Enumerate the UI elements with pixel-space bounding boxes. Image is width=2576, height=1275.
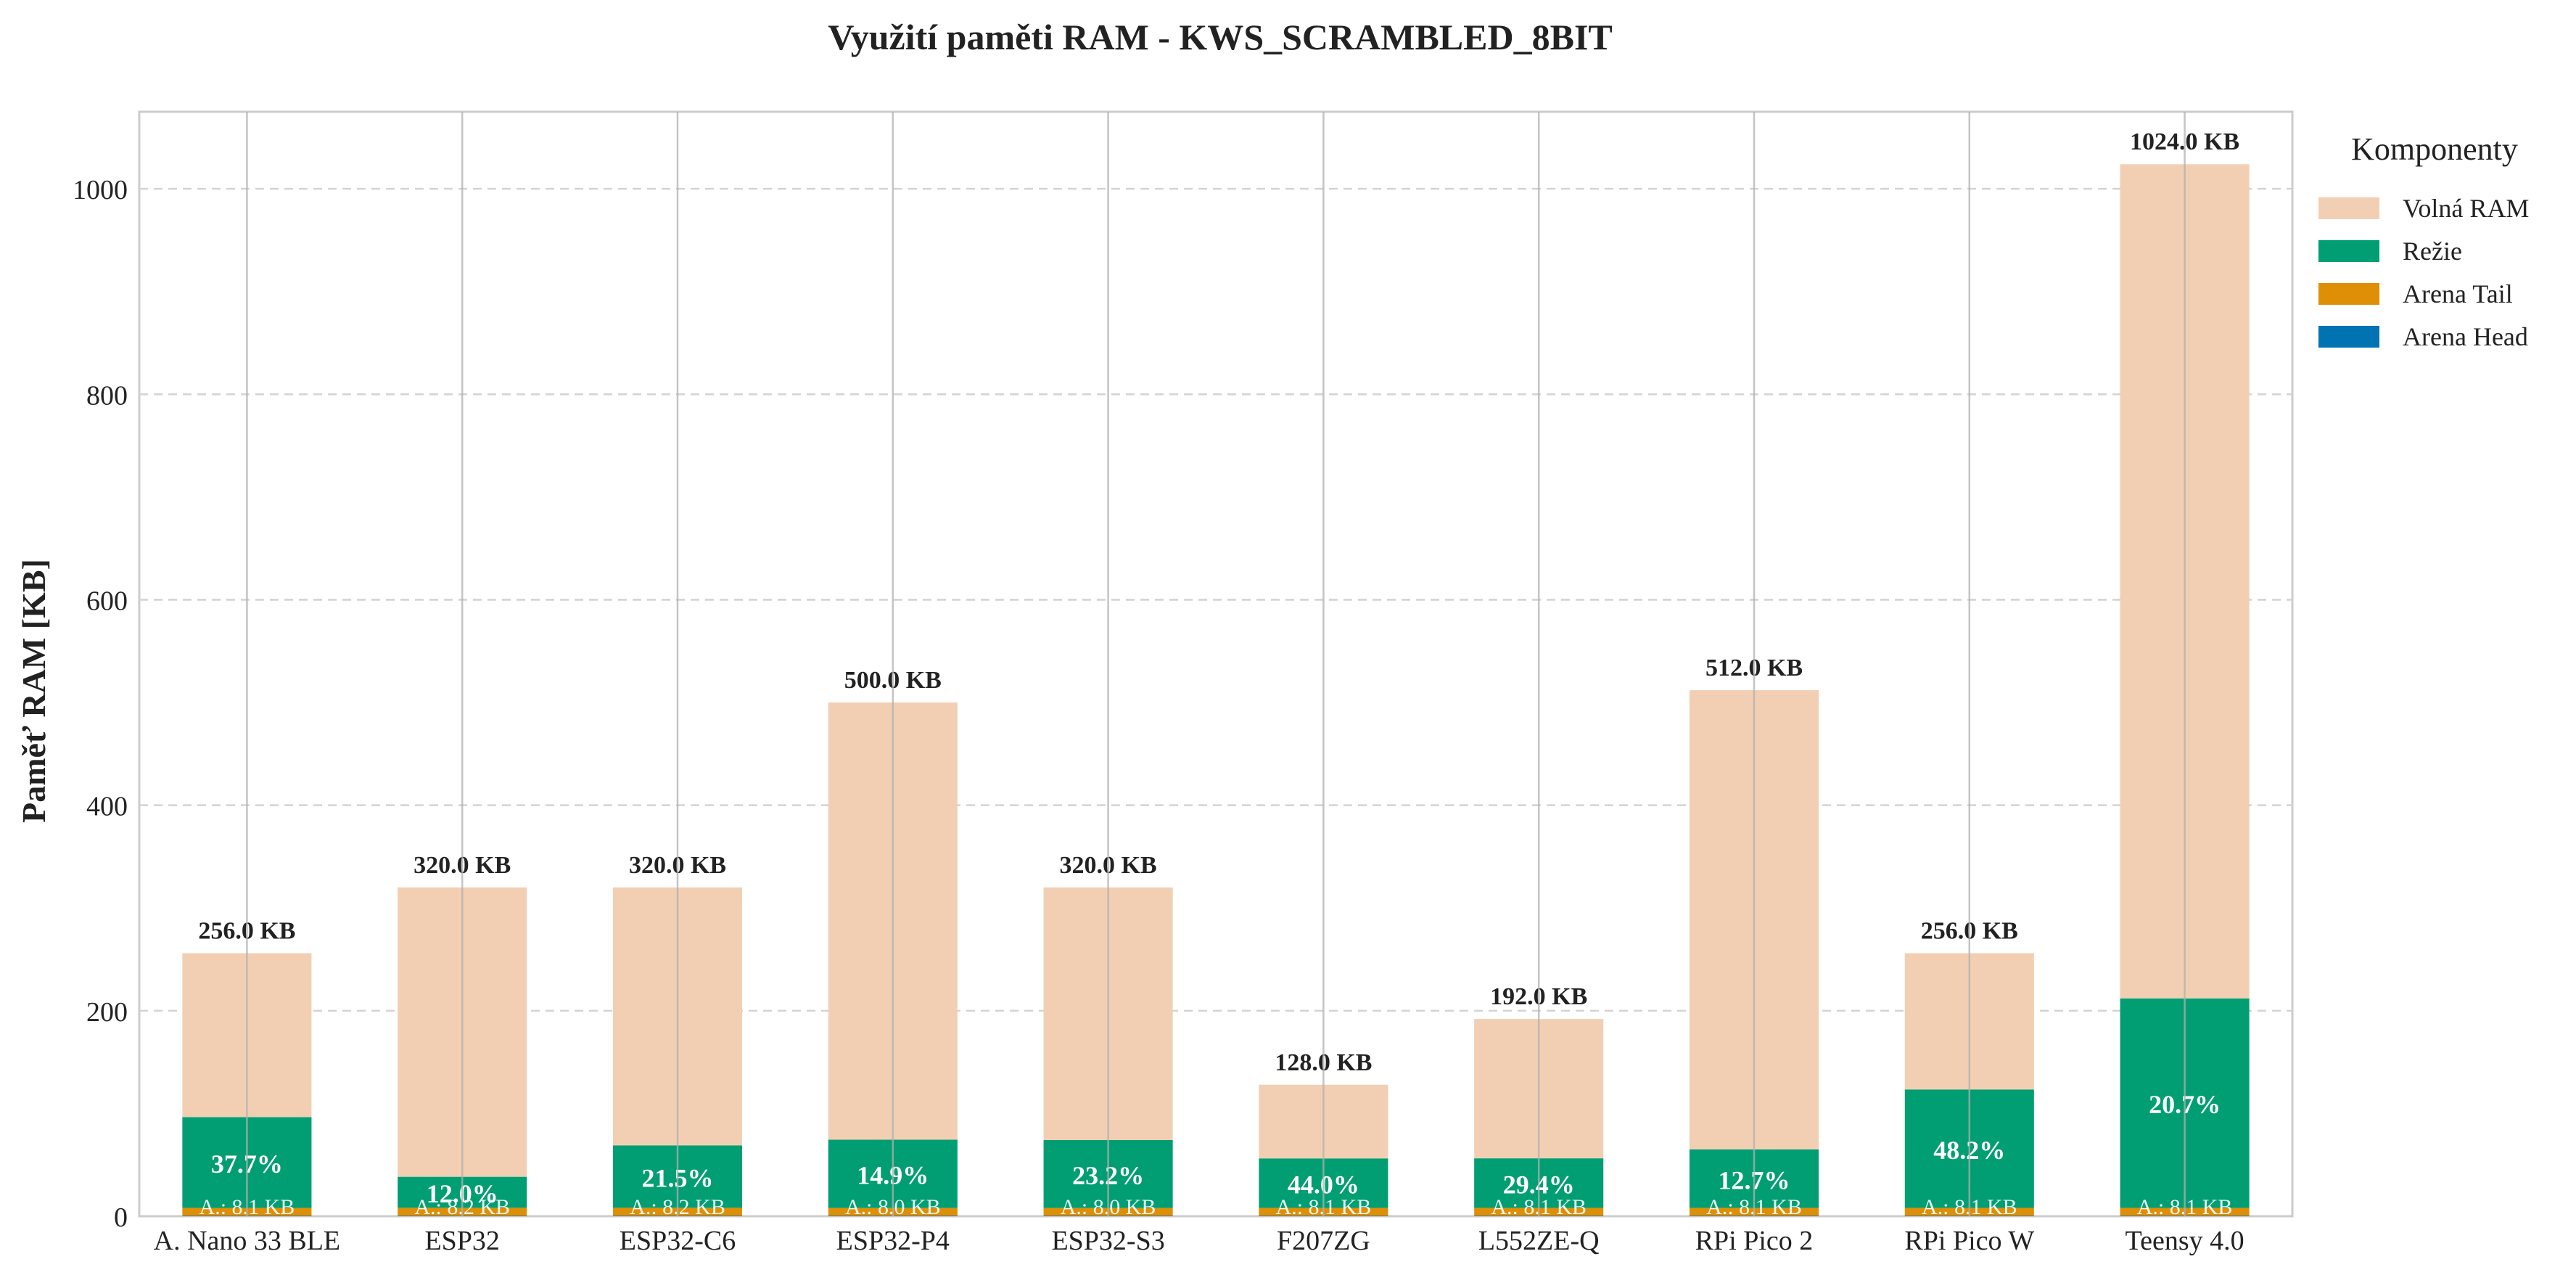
x-tick-label: ESP32-S3 xyxy=(1051,1226,1164,1256)
y-tick-label: 600 xyxy=(86,586,128,617)
legend-item-label: Arena Tail xyxy=(2403,279,2513,308)
chart-title: Využití paměti RAM - KWS_SCRAMBLED_8BIT xyxy=(828,17,1613,57)
x-tick-label: ESP32-C6 xyxy=(620,1226,736,1256)
legend-swatch xyxy=(2318,197,2379,219)
y-tick-label: 800 xyxy=(86,380,128,411)
y-axis-label: Paměť RAM [KB] xyxy=(15,559,52,823)
plot-frame xyxy=(138,110,2294,1218)
x-tick-label: F207ZG xyxy=(1277,1226,1370,1256)
legend-swatch xyxy=(2318,326,2379,348)
x-tick-label: L552ZE-Q xyxy=(1478,1226,1600,1256)
x-tick-label: RPi Pico 2 xyxy=(1695,1226,1814,1256)
legend-item-label: Režie xyxy=(2403,237,2462,266)
x-tick-label: RPi Pico W xyxy=(1904,1226,2034,1256)
legend-item-label: Arena Head xyxy=(2403,322,2528,351)
legend-swatch xyxy=(2318,240,2379,262)
x-tick-label: Teensy 4.0 xyxy=(2126,1226,2244,1256)
legend-swatch xyxy=(2318,283,2379,305)
x-tick-label: ESP32-P4 xyxy=(836,1226,950,1256)
legend-title: Komponenty xyxy=(2351,131,2518,167)
y-tick-label: 1000 xyxy=(73,175,128,205)
y-tick-label: 200 xyxy=(86,997,128,1028)
x-tick-label: ESP32 xyxy=(424,1226,499,1256)
y-tick-label: 400 xyxy=(86,792,128,822)
legend: Komponenty Volná RAM Režie Arena Tail Arena … xyxy=(2318,131,2529,351)
y-tick-label: 0 xyxy=(114,1202,128,1233)
x-tick-label: A. Nano 33 BLE xyxy=(154,1226,341,1256)
legend-item-label: Volná RAM xyxy=(2403,194,2529,223)
